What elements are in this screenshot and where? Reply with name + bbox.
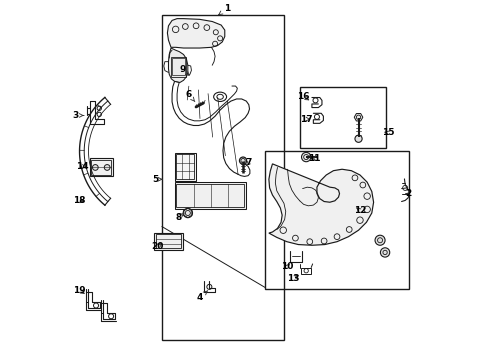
Text: 7: 7 <box>245 158 251 167</box>
Bar <box>89 158 113 176</box>
Bar <box>162 15 284 339</box>
Text: 20: 20 <box>151 242 163 251</box>
Text: 1: 1 <box>218 4 230 15</box>
Circle shape <box>374 235 384 245</box>
Text: 15: 15 <box>381 128 393 137</box>
Text: 5: 5 <box>152 175 162 184</box>
Circle shape <box>92 165 98 170</box>
Bar <box>176 184 244 207</box>
Circle shape <box>104 165 110 170</box>
Text: 14: 14 <box>76 162 88 171</box>
Bar <box>174 153 196 181</box>
Polygon shape <box>168 48 187 82</box>
Circle shape <box>183 208 192 218</box>
Text: 13: 13 <box>286 274 299 283</box>
Bar <box>174 182 246 209</box>
Bar <box>265 151 408 289</box>
Polygon shape <box>268 164 373 245</box>
Text: 18: 18 <box>72 196 85 205</box>
Text: 11: 11 <box>307 154 320 163</box>
Text: 2: 2 <box>405 189 411 198</box>
Text: 10: 10 <box>280 262 292 271</box>
Polygon shape <box>353 113 362 121</box>
Text: 3: 3 <box>72 111 84 120</box>
Bar <box>171 57 185 77</box>
Bar <box>91 160 111 175</box>
Bar <box>172 58 184 75</box>
Text: 17: 17 <box>299 114 312 123</box>
Polygon shape <box>167 19 224 48</box>
Text: 16: 16 <box>297 92 309 101</box>
Circle shape <box>380 248 389 257</box>
Bar <box>154 233 183 250</box>
Text: 4: 4 <box>196 291 207 302</box>
Text: 8: 8 <box>175 213 183 222</box>
Bar <box>155 234 181 248</box>
Circle shape <box>239 157 246 164</box>
Circle shape <box>301 152 310 162</box>
Text: 12: 12 <box>353 206 366 215</box>
Bar <box>301 267 310 274</box>
Bar <box>176 154 194 179</box>
Circle shape <box>354 135 362 142</box>
Text: 6: 6 <box>185 90 194 102</box>
Text: 19: 19 <box>73 286 86 295</box>
Text: 9: 9 <box>179 65 189 75</box>
Bar <box>300 87 386 148</box>
